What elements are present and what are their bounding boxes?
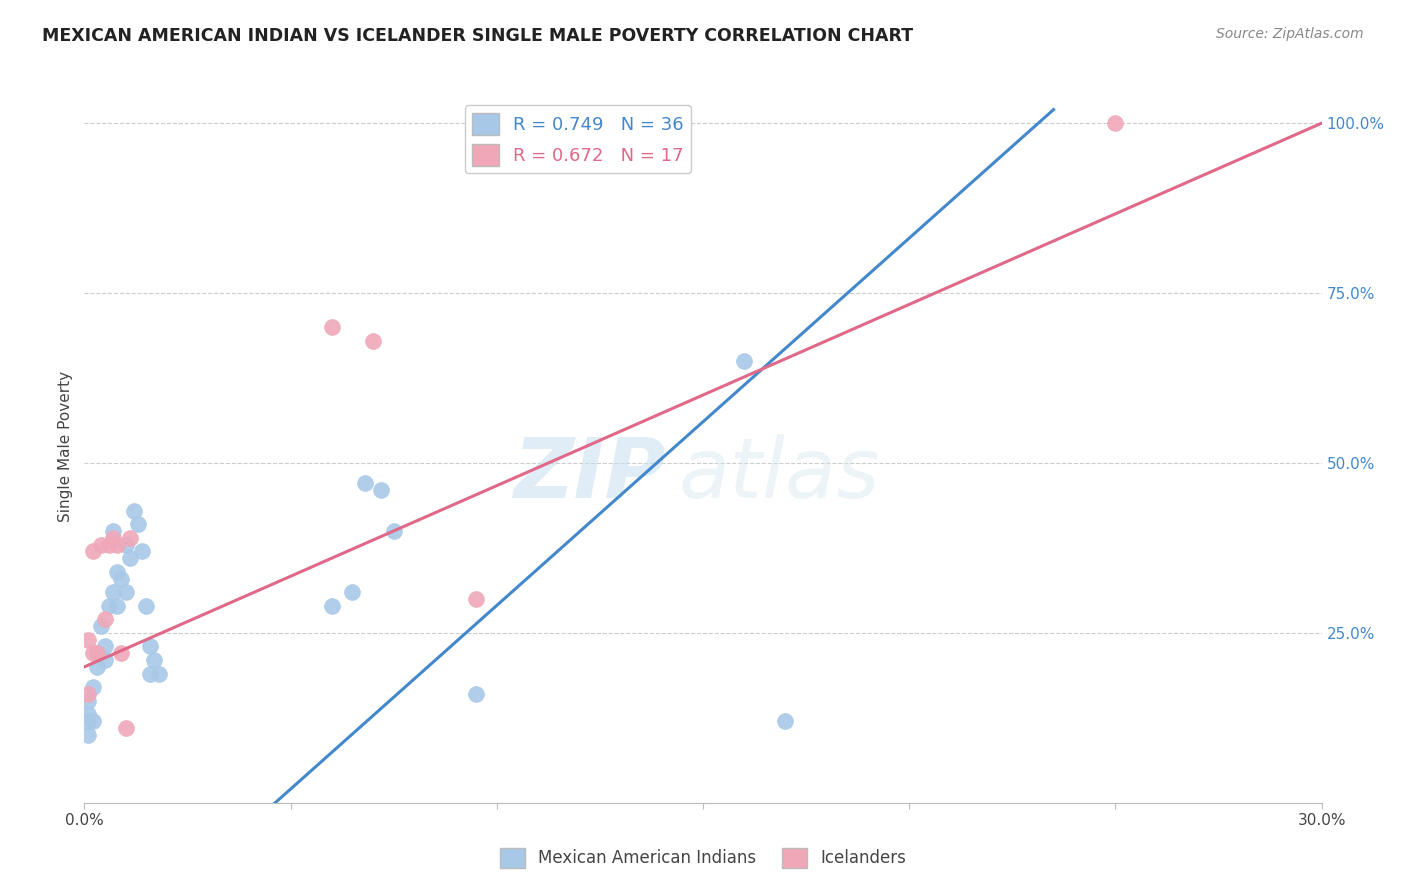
Point — [139, 666, 162, 681]
Point — [77, 707, 100, 722]
Point — [139, 640, 162, 654]
Y-axis label: Single Male Poverty: Single Male Poverty — [58, 370, 73, 522]
Point — [77, 687, 100, 701]
Point — [1104, 116, 1126, 130]
Point — [77, 632, 100, 647]
Point — [103, 524, 125, 538]
Point — [118, 551, 141, 566]
Point — [775, 714, 797, 729]
Point — [321, 599, 343, 613]
Point — [105, 537, 128, 551]
Point — [98, 537, 121, 551]
Point — [94, 612, 117, 626]
Point — [110, 646, 132, 660]
Point — [135, 599, 157, 613]
Legend: Mexican American Indians, Icelanders: Mexican American Indians, Icelanders — [494, 841, 912, 875]
Point — [131, 544, 153, 558]
Point — [110, 572, 132, 586]
Text: atlas: atlas — [678, 434, 880, 515]
Point — [143, 653, 166, 667]
Point — [353, 476, 375, 491]
Point — [86, 660, 108, 674]
Point — [122, 503, 145, 517]
Point — [114, 721, 136, 735]
Text: Source: ZipAtlas.com: Source: ZipAtlas.com — [1216, 27, 1364, 41]
Point — [114, 537, 136, 551]
Point — [94, 640, 117, 654]
Point — [90, 619, 112, 633]
Point — [370, 483, 392, 498]
Point — [82, 714, 104, 729]
Point — [321, 320, 343, 334]
Point — [86, 646, 108, 660]
Point — [382, 524, 405, 538]
Point — [103, 531, 125, 545]
Point — [127, 517, 149, 532]
Point — [114, 585, 136, 599]
Point — [465, 687, 488, 701]
Point — [361, 334, 384, 348]
Point — [82, 680, 104, 694]
Point — [148, 666, 170, 681]
Point — [82, 646, 104, 660]
Point — [342, 585, 364, 599]
Point — [94, 653, 117, 667]
Point — [86, 646, 108, 660]
Point — [465, 591, 488, 606]
Point — [733, 354, 755, 368]
Legend: R = 0.749   N = 36, R = 0.672   N = 17: R = 0.749 N = 36, R = 0.672 N = 17 — [464, 105, 692, 173]
Text: ZIP: ZIP — [513, 434, 666, 515]
Point — [90, 537, 112, 551]
Text: MEXICAN AMERICAN INDIAN VS ICELANDER SINGLE MALE POVERTY CORRELATION CHART: MEXICAN AMERICAN INDIAN VS ICELANDER SIN… — [42, 27, 914, 45]
Point — [77, 694, 100, 708]
Point — [82, 544, 104, 558]
Point — [103, 585, 125, 599]
Point — [77, 714, 100, 729]
Point — [105, 599, 128, 613]
Point — [98, 599, 121, 613]
Point — [77, 728, 100, 742]
Point — [105, 565, 128, 579]
Point — [118, 531, 141, 545]
